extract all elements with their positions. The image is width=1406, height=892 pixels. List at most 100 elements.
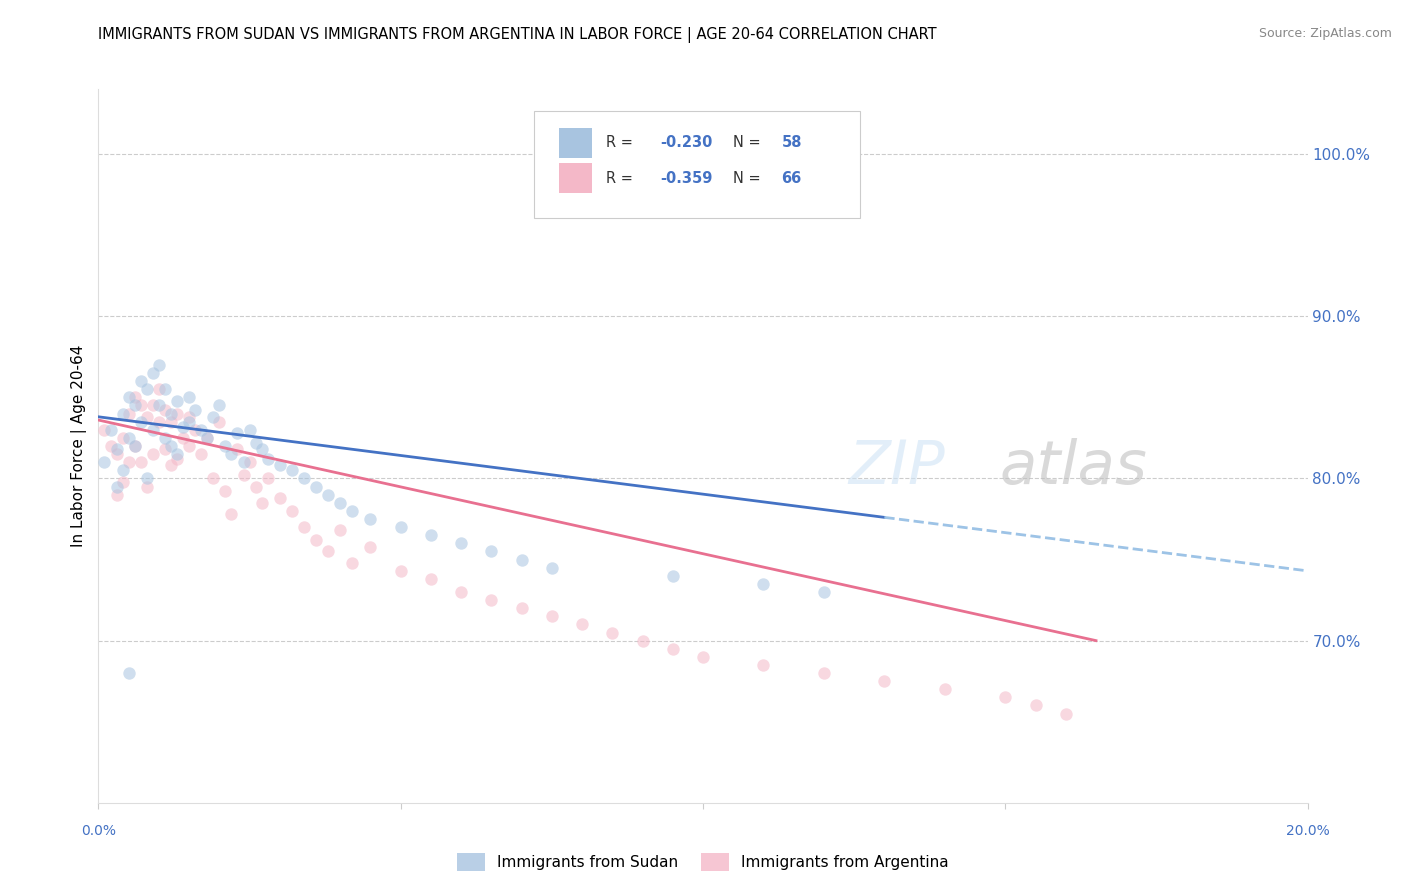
Point [342, 504, 364, 518]
Point [450, 585, 472, 599]
Point [540, 609, 562, 624]
Point [202, 409, 225, 424]
Text: Source: ZipAtlas.com: Source: ZipAtlas.com [1258, 27, 1392, 40]
Point [153, 442, 176, 457]
Point [292, 471, 315, 485]
Point [481, 593, 503, 607]
Text: atlas: atlas [1000, 438, 1147, 497]
Point [226, 442, 249, 457]
Point [179, 390, 201, 404]
Point [179, 409, 201, 424]
Point [129, 399, 152, 413]
Point [179, 439, 201, 453]
Point [752, 657, 775, 672]
FancyBboxPatch shape [560, 163, 592, 194]
Point [160, 415, 183, 429]
Point [281, 463, 304, 477]
Point [813, 666, 835, 681]
Text: N =: N = [734, 136, 765, 150]
Point [93, 423, 115, 437]
Point [124, 399, 146, 413]
Point [934, 682, 956, 697]
Point [111, 407, 134, 421]
Point [166, 407, 188, 421]
Point [994, 690, 1017, 705]
Point [631, 633, 654, 648]
Point [179, 415, 201, 429]
Point [292, 520, 315, 534]
Point [245, 435, 267, 450]
Point [142, 399, 165, 413]
Point [142, 366, 165, 380]
Point [195, 431, 218, 445]
Point [118, 455, 141, 469]
FancyBboxPatch shape [560, 128, 592, 158]
Legend: Immigrants from Sudan, Immigrants from Argentina: Immigrants from Sudan, Immigrants from A… [451, 847, 955, 877]
Point [166, 447, 188, 461]
Point [329, 496, 352, 510]
Point [93, 455, 115, 469]
Point [692, 649, 714, 664]
Point [510, 601, 533, 615]
Point [269, 458, 291, 473]
Point [148, 358, 170, 372]
Point [105, 442, 128, 457]
Point [111, 463, 134, 477]
Point [195, 431, 218, 445]
Point [305, 533, 328, 547]
Point [160, 407, 183, 421]
Point [360, 512, 382, 526]
Point [389, 564, 412, 578]
Point [129, 374, 152, 388]
Point [118, 431, 141, 445]
Text: 0.0%: 0.0% [82, 824, 115, 838]
Point [602, 625, 624, 640]
Point [221, 447, 243, 461]
Point [269, 491, 291, 505]
Point [214, 439, 236, 453]
Text: 58: 58 [782, 136, 801, 150]
Point [172, 431, 194, 445]
Point [420, 528, 443, 542]
Point [153, 382, 176, 396]
Point [166, 393, 188, 408]
Point [813, 585, 835, 599]
Point [160, 439, 183, 453]
Point [360, 540, 382, 554]
Point [172, 419, 194, 434]
Point [510, 552, 533, 566]
Point [111, 431, 134, 445]
Point [540, 560, 562, 574]
Point [389, 520, 412, 534]
Point [105, 488, 128, 502]
Point [202, 471, 225, 485]
Point [752, 577, 775, 591]
Point [142, 447, 165, 461]
FancyBboxPatch shape [534, 111, 860, 218]
Point [129, 455, 152, 469]
Point [129, 415, 152, 429]
Point [208, 399, 231, 413]
Point [100, 439, 122, 453]
Text: 66: 66 [782, 171, 801, 186]
Point [281, 504, 304, 518]
Text: -0.230: -0.230 [661, 136, 713, 150]
Point [873, 674, 896, 689]
Point [184, 423, 207, 437]
Point [160, 458, 183, 473]
Point [250, 496, 273, 510]
Point [221, 507, 243, 521]
Point [100, 423, 122, 437]
Point [208, 415, 231, 429]
Point [662, 568, 685, 582]
Point [190, 447, 212, 461]
Point [105, 447, 128, 461]
Point [135, 471, 157, 485]
Text: N =: N = [734, 171, 765, 186]
Point [239, 423, 262, 437]
Point [214, 484, 236, 499]
Point [184, 403, 207, 417]
Point [316, 488, 339, 502]
Point [118, 390, 141, 404]
Point [481, 544, 503, 558]
